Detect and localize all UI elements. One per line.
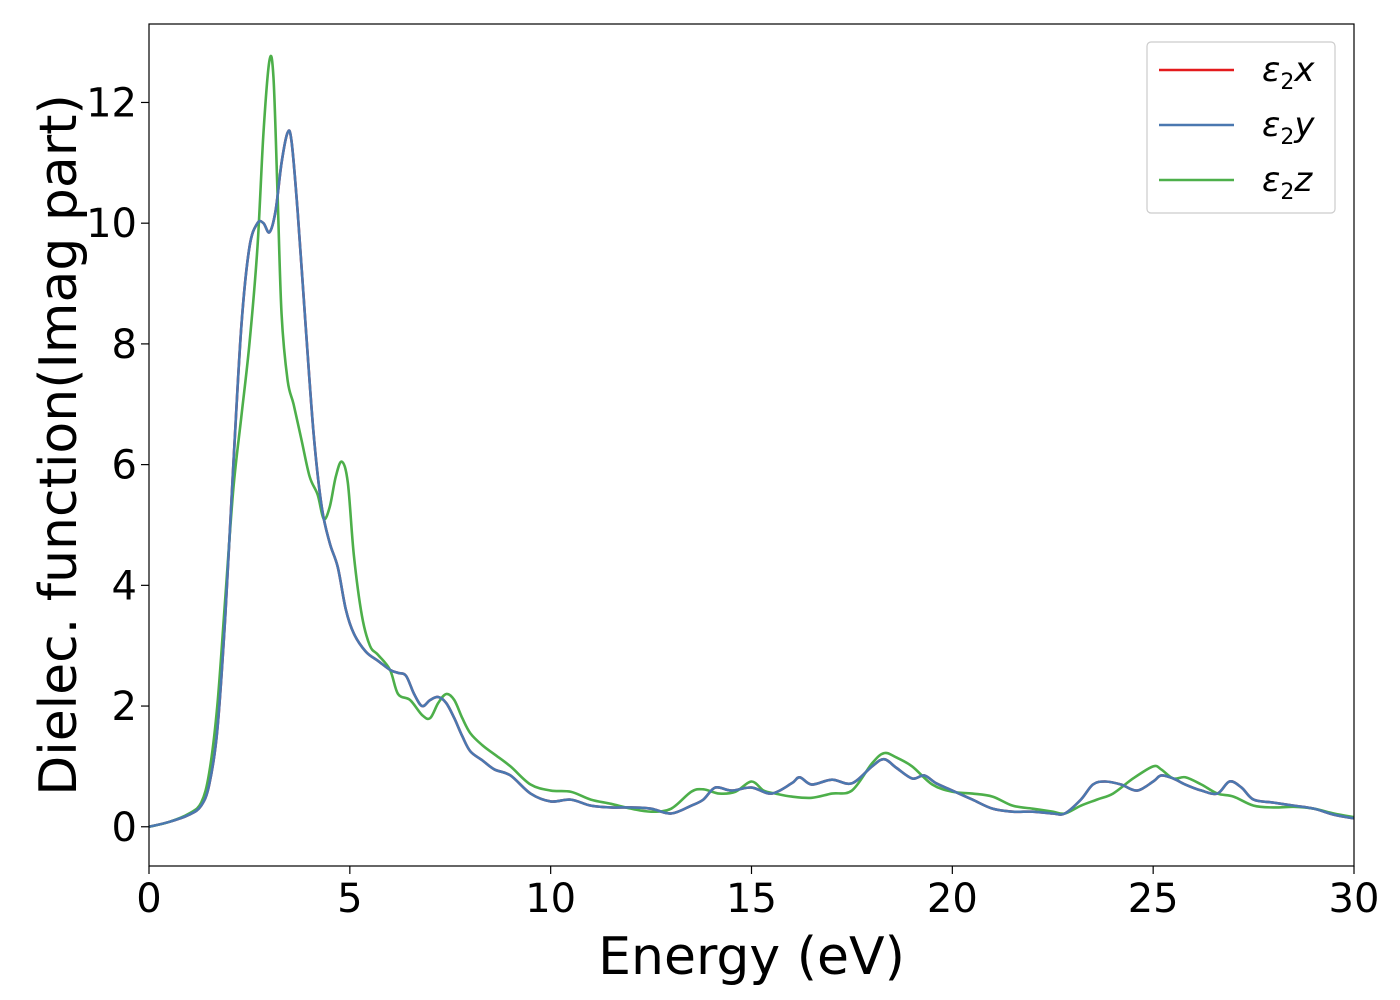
y-tick-label: 4 (112, 563, 137, 609)
x-axis: 0 5 10 15 20 25 30 (136, 866, 1379, 922)
y-axis-title: Dielec. function(Imag part) (29, 94, 89, 796)
x-tick-label: 0 (136, 876, 161, 922)
x-tick-label: 20 (927, 876, 978, 922)
y-tick-label: 10 (86, 201, 137, 247)
series-line-x (149, 129, 1354, 829)
legend-item-z: ε2z (1159, 160, 1313, 205)
series-lines (149, 54, 1354, 829)
x-tick-label: 10 (525, 876, 576, 922)
series-line-y (149, 129, 1354, 829)
legend-label: ε2x (1262, 50, 1315, 95)
y-tick-label: 12 (86, 80, 137, 126)
legend-box (1146, 41, 1336, 214)
x-tick-label: 30 (1329, 876, 1380, 922)
x-tick-label: 5 (337, 876, 362, 922)
x-tick-label: 15 (726, 876, 777, 922)
y-axis: 0 2 4 6 8 10 12 (86, 80, 149, 851)
legend-label: ε2y (1262, 105, 1315, 150)
y-tick-label: 6 (112, 443, 137, 489)
y-tick-label: 0 (112, 805, 137, 851)
legend-item-y: ε2y (1159, 105, 1315, 150)
series-line-z (149, 54, 1354, 829)
y-tick-label: 8 (112, 322, 137, 368)
legend-item-x: ε2x (1159, 50, 1315, 95)
legend-label: ε2z (1262, 160, 1313, 205)
x-tick-label: 25 (1128, 876, 1179, 922)
x-axis-title: Energy (eV) (598, 927, 905, 987)
y-tick-label: 2 (112, 684, 137, 730)
legend: ε2x ε2y ε2z (1146, 41, 1336, 214)
